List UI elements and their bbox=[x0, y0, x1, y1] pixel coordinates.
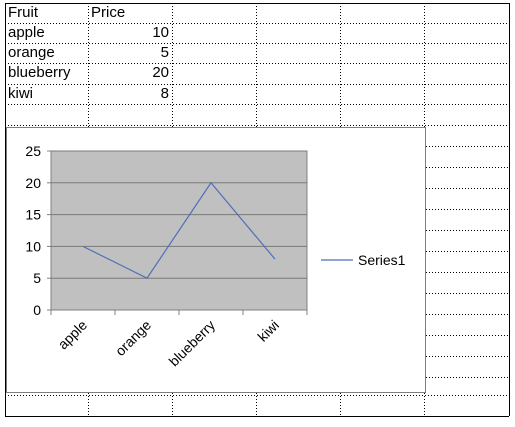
y-tick-label: 5 bbox=[33, 270, 41, 286]
x-category-label: apple bbox=[55, 317, 91, 353]
y-tick-label: 15 bbox=[25, 207, 41, 223]
cell-b5[interactable]: 8 bbox=[88, 84, 172, 104]
cell-a4[interactable]: blueberry bbox=[5, 63, 88, 83]
y-tick-label: 0 bbox=[33, 302, 41, 318]
x-category-label: blueberry bbox=[166, 317, 219, 370]
cell-b1[interactable]: Price bbox=[88, 3, 172, 23]
cell-b3[interactable]: 5 bbox=[88, 43, 172, 63]
legend-label: Series1 bbox=[358, 252, 406, 268]
y-tick-label: 25 bbox=[25, 143, 41, 159]
cell-b2[interactable]: 10 bbox=[88, 23, 172, 43]
cell-a3[interactable]: orange bbox=[5, 43, 88, 63]
cell-a2[interactable]: apple bbox=[5, 23, 88, 43]
cell-a1[interactable]: Fruit bbox=[5, 3, 88, 23]
y-tick-label: 20 bbox=[25, 175, 41, 191]
y-tick-label: 10 bbox=[25, 238, 41, 254]
cell-a5[interactable]: kiwi bbox=[5, 84, 88, 104]
x-category-label: kiwi bbox=[254, 317, 282, 345]
cell-b4[interactable]: 20 bbox=[88, 63, 172, 83]
chart-canvas: 0 5 10 15 20 25 apple orange blueberry kiwi Series… bbox=[7, 128, 427, 394]
x-category-label: orange bbox=[112, 317, 154, 359]
embedded-line-chart[interactable]: 0 5 10 15 20 25 apple orange blueberry kiwi Series… bbox=[6, 127, 426, 393]
